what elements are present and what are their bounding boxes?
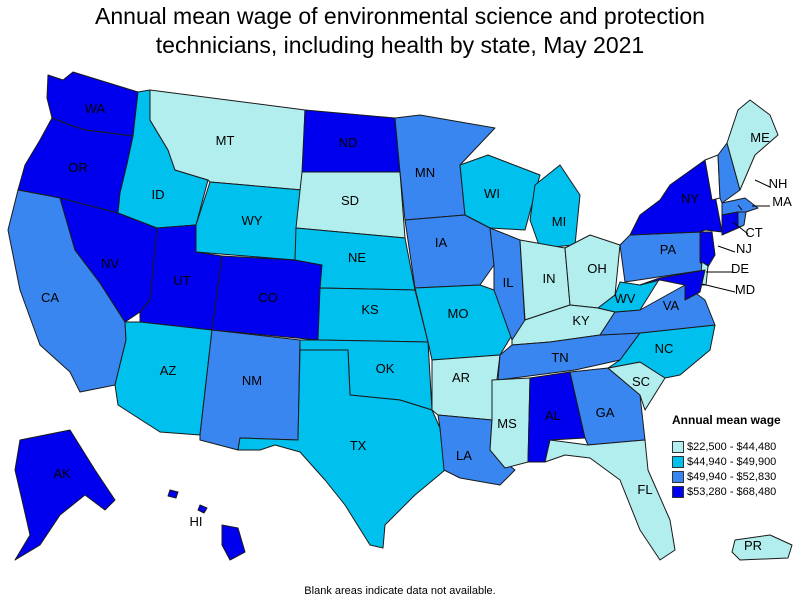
legend-label: $53,280 - $68,480 [687,485,777,498]
legend-swatch [672,470,684,483]
state-label-nc: NC [655,341,674,356]
state-label-ar: AR [452,370,470,385]
state-az [114,321,213,436]
state-label-wa: WA [85,101,106,116]
legend: Annual mean wage $22,500 - $44,480 $44,94… [672,413,800,499]
state-label-nv: NV [101,256,119,271]
state-label-tn: TN [551,350,568,365]
state-ak [14,429,116,561]
state-label-tx: TX [350,438,367,453]
legend-swatch [672,455,684,468]
state-label-in: IN [543,271,556,286]
state-label-pr: PR [744,538,762,553]
state-ia [404,214,495,289]
state-label-ca: CA [41,290,59,305]
state-label-ct: CT [745,225,762,240]
map-title: Annual mean wage of environmental scienc… [0,2,800,60]
state-label-co: CO [258,290,278,305]
state-label-ia: IA [435,235,448,250]
state-label-ga: GA [596,405,615,420]
state-wi [459,154,541,231]
state-label-ne: NE [348,250,366,265]
state-label-ok: OK [376,361,395,376]
state-label-hi: HI [190,514,203,529]
state-label-nj: NJ [736,241,752,256]
state-ar [431,354,501,421]
state-label-va: VA [663,298,680,313]
state-label-wi: WI [484,186,500,201]
state-ri [737,211,747,229]
state-label-mt: MT [216,133,235,148]
state-label-ak: AK [53,466,71,481]
state-label-sc: SC [632,374,650,389]
state-ny [629,159,723,236]
state-label-oh: OH [587,261,607,276]
legend-label: $22,500 - $44,480 [687,440,777,453]
map-title-line-2: technicians, including health by state, … [155,32,645,58]
state-label-id: ID [152,187,165,202]
state-label-ny: NY [681,191,699,206]
state-hi [167,489,246,561]
state-mo [414,284,513,361]
state-label-mn: MN [415,165,435,180]
state-label-mo: MO [448,306,469,321]
legend-title: Annual mean wage [672,413,781,427]
state-label-md: MD [735,282,755,297]
state-label-or: OR [68,160,88,175]
state-md [639,269,706,301]
state-label-al: AL [545,408,561,423]
legend-item: $53,280 - $68,480 [672,484,800,499]
state-label-ks: KS [361,302,379,317]
state-label-ut: UT [173,273,190,288]
state-label-nm: NM [242,373,262,388]
state-label-wv: WV [615,291,636,306]
state-me [726,99,779,191]
state-label-ms: MS [497,416,517,431]
state-label-ky: KY [572,313,590,328]
map-title-line-1: Annual mean wage of environmental scienc… [95,3,705,29]
state-fl [544,439,676,561]
state-nm [199,329,301,451]
legend-item: $49,940 - $52,830 [672,469,800,484]
state-nh [717,142,741,204]
state-label-nd: ND [339,135,358,150]
legend-item: $22,500 - $44,480 [672,439,800,454]
state-pr [731,534,793,561]
state-label-wy: WY [242,213,263,228]
legend-item: $44,940 - $49,900 [672,454,800,469]
legend-label: $44,940 - $49,900 [687,455,777,468]
state-label-fl: FL [637,482,652,497]
state-label-sd: SD [341,193,359,208]
legend-swatch [672,440,684,453]
state-label-ma: MA [772,194,792,209]
state-label-me: ME [750,130,770,145]
state-label-de: DE [731,261,749,276]
state-label-az: AZ [160,363,177,378]
state-nj [699,231,716,271]
state-tx [237,349,446,549]
state-label-il: IL [503,275,514,290]
footnote: Blank areas indicate data not available. [304,585,496,597]
state-label-nh: NH [769,176,788,191]
state-label-pa: PA [660,242,677,257]
legend-label: $49,940 - $52,830 [687,470,777,483]
legend-swatch [672,485,684,498]
state-label-mi: MI [552,214,566,229]
state-wy [195,181,303,261]
state-label-la: LA [456,448,472,463]
